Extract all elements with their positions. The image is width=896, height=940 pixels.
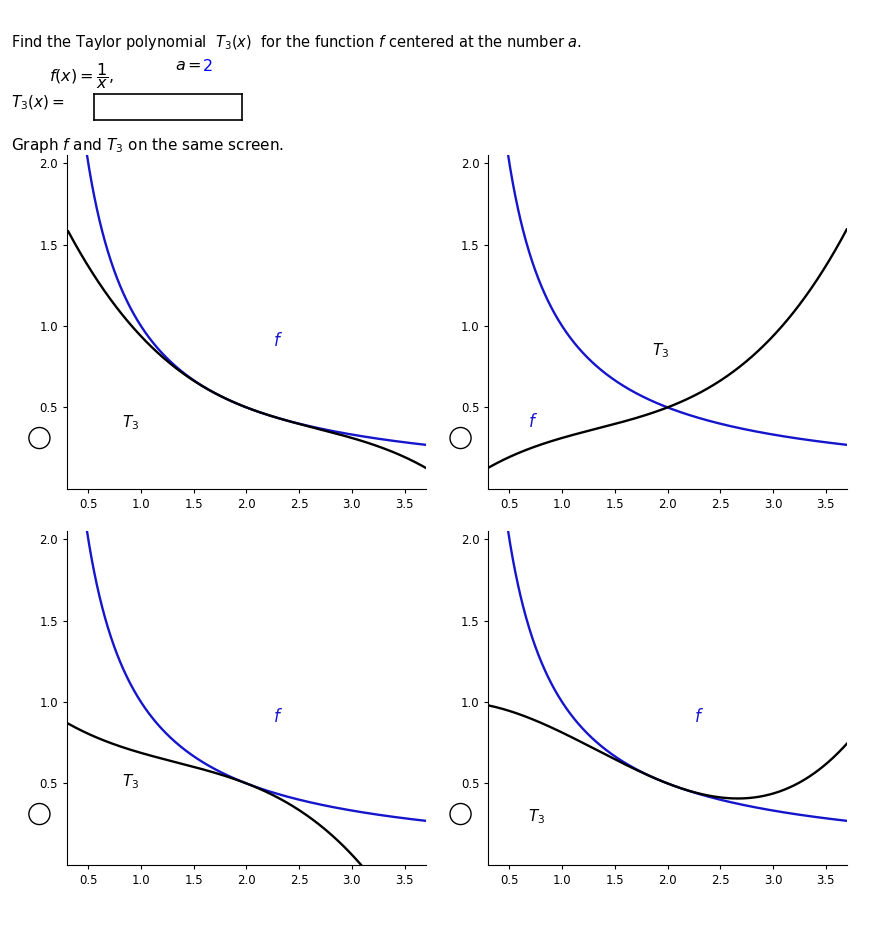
Text: $f$: $f$ bbox=[694, 708, 704, 726]
Text: $T_3$: $T_3$ bbox=[529, 807, 546, 825]
Text: $a = $: $a = $ bbox=[175, 58, 202, 73]
Text: $T_3$: $T_3$ bbox=[651, 341, 669, 360]
Text: Find the Taylor polynomial  $T_3(x)$  for the function $f$ centered at the numbe: Find the Taylor polynomial $T_3(x)$ for … bbox=[11, 33, 582, 52]
Text: $f(x) = \dfrac{1}{x},$: $f(x) = \dfrac{1}{x},$ bbox=[49, 61, 114, 91]
Text: $f$: $f$ bbox=[272, 708, 283, 726]
Text: $f$: $f$ bbox=[529, 413, 538, 431]
Text: Graph $f$ and $T_3$ on the same screen.: Graph $f$ and $T_3$ on the same screen. bbox=[11, 136, 284, 155]
Text: $T_3(x) = $: $T_3(x) = $ bbox=[11, 94, 65, 113]
Text: $T_3$: $T_3$ bbox=[122, 413, 139, 431]
Text: $2$: $2$ bbox=[202, 58, 212, 74]
Text: $T_3$: $T_3$ bbox=[122, 773, 139, 791]
Text: $f$: $f$ bbox=[272, 332, 283, 350]
